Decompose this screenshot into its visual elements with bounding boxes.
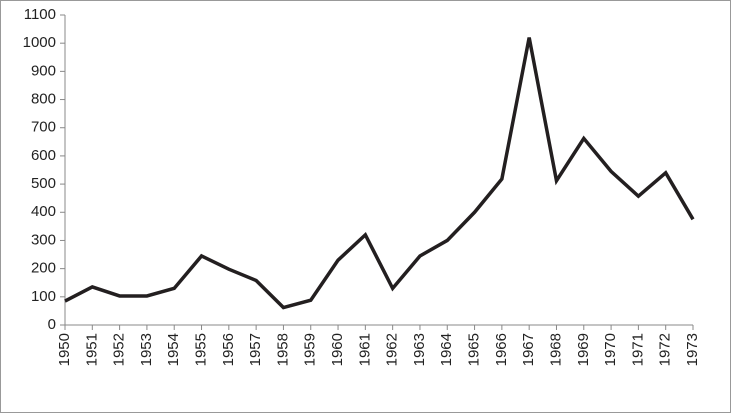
x-tick-label: 1955 bbox=[192, 333, 209, 366]
x-tick-label: 1965 bbox=[466, 333, 483, 366]
x-tick-label: 1950 bbox=[56, 333, 73, 366]
y-tick-label: 100 bbox=[31, 288, 56, 305]
x-tick-label: 1952 bbox=[111, 333, 128, 366]
x-tick-label: 1967 bbox=[520, 333, 537, 366]
x-tick-label: 1963 bbox=[411, 333, 428, 366]
x-tick-label: 1957 bbox=[247, 333, 264, 366]
x-tick-label: 1959 bbox=[302, 333, 319, 366]
data-line bbox=[64, 37, 695, 310]
x-tick-label: 1962 bbox=[384, 333, 401, 366]
x-tick-label: 1956 bbox=[220, 333, 237, 366]
y-tick-label: 900 bbox=[31, 62, 56, 79]
x-tick-label: 1951 bbox=[83, 333, 100, 366]
y-tick-label: 700 bbox=[31, 119, 56, 136]
x-tick-label: 1972 bbox=[657, 333, 674, 366]
y-tick-label: 1100 bbox=[24, 6, 56, 23]
y-tick-label: 600 bbox=[31, 147, 56, 164]
x-tick-label: 1964 bbox=[438, 333, 455, 366]
x-tick-label: 1966 bbox=[493, 333, 510, 366]
y-tick-label: 800 bbox=[31, 91, 56, 108]
y-tick-label: 300 bbox=[31, 231, 56, 248]
x-tick-label: 1969 bbox=[575, 333, 592, 366]
x-tick-label: 1971 bbox=[629, 333, 646, 366]
y-tick-label: 0 bbox=[48, 316, 56, 333]
y-tick-label: 400 bbox=[31, 203, 56, 220]
x-tick-label: 1973 bbox=[684, 333, 701, 366]
y-tick-label: 500 bbox=[31, 175, 56, 192]
x-tick-label: 1968 bbox=[547, 333, 564, 366]
x-tick-label: 1961 bbox=[356, 333, 373, 366]
y-tick-label: 1000 bbox=[23, 34, 56, 51]
x-tick-label: 1960 bbox=[329, 333, 346, 366]
x-tick-label: 1953 bbox=[138, 333, 155, 366]
x-tick-label: 1954 bbox=[165, 333, 182, 366]
x-tick-label: 1970 bbox=[602, 333, 619, 366]
y-tick-label: 200 bbox=[31, 260, 56, 277]
x-tick-label: 1958 bbox=[274, 333, 291, 366]
